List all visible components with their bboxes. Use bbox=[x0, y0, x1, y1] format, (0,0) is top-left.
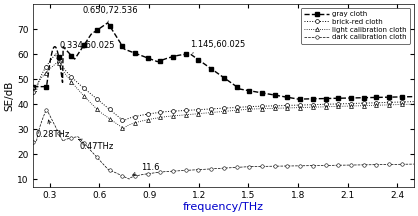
light calibration cloth bbox=[122, 128, 127, 130]
dark calibration cloth bbox=[319, 164, 324, 167]
Line: gray cloth: gray cloth bbox=[32, 21, 415, 101]
Line: light calibration cloth: light calibration cloth bbox=[31, 60, 416, 131]
gray cloth bbox=[296, 98, 301, 100]
brick-red cloth bbox=[122, 120, 127, 123]
dark calibration cloth bbox=[204, 168, 209, 170]
dark calibration cloth bbox=[286, 165, 291, 167]
gray cloth bbox=[285, 96, 291, 99]
Text: 0.47THz: 0.47THz bbox=[79, 139, 114, 151]
light calibration cloth bbox=[56, 60, 61, 63]
dark calibration cloth bbox=[411, 163, 416, 165]
light calibration cloth bbox=[411, 103, 416, 105]
gray cloth bbox=[98, 26, 103, 29]
dark calibration cloth bbox=[44, 108, 49, 111]
Text: 0.334,60.025: 0.334,60.025 bbox=[56, 41, 115, 54]
dark calibration cloth bbox=[127, 178, 132, 180]
dark calibration cloth bbox=[31, 140, 36, 143]
gray cloth bbox=[105, 22, 110, 24]
Text: 0.650,72.536: 0.650,72.536 bbox=[83, 6, 138, 23]
gray cloth bbox=[129, 51, 134, 53]
light calibration cloth bbox=[256, 108, 261, 110]
Y-axis label: SE/dB: SE/dB bbox=[4, 80, 14, 111]
gray cloth bbox=[31, 85, 36, 88]
gray cloth bbox=[204, 64, 209, 67]
light calibration cloth bbox=[31, 85, 36, 88]
brick-red cloth bbox=[411, 100, 416, 103]
brick-red cloth bbox=[31, 90, 36, 93]
brick-red cloth bbox=[53, 53, 58, 56]
Text: 0.28THz: 0.28THz bbox=[36, 120, 70, 139]
gray cloth bbox=[319, 97, 324, 100]
light calibration cloth bbox=[319, 106, 324, 108]
Legend: gray cloth, brick-red cloth, light calibration cloth, dark calibration cloth: gray cloth, brick-red cloth, light calib… bbox=[301, 8, 410, 44]
Text: 11.6: 11.6 bbox=[133, 163, 159, 175]
gray cloth bbox=[256, 91, 261, 94]
X-axis label: frequency/THz: frequency/THz bbox=[183, 202, 264, 212]
gray cloth bbox=[411, 95, 416, 98]
light calibration cloth bbox=[286, 107, 291, 109]
light calibration cloth bbox=[130, 122, 135, 125]
brick-red cloth bbox=[286, 104, 291, 107]
brick-red cloth bbox=[130, 116, 135, 119]
brick-red cloth bbox=[99, 101, 104, 104]
dark calibration cloth bbox=[130, 176, 135, 178]
Text: 1.145,60.025: 1.145,60.025 bbox=[191, 40, 246, 53]
brick-red cloth bbox=[319, 103, 324, 106]
light calibration cloth bbox=[204, 112, 209, 114]
dark calibration cloth bbox=[99, 161, 104, 163]
light calibration cloth bbox=[99, 112, 104, 114]
Line: dark calibration cloth: dark calibration cloth bbox=[32, 108, 415, 181]
dark calibration cloth bbox=[256, 165, 261, 168]
brick-red cloth bbox=[256, 105, 261, 108]
brick-red cloth bbox=[204, 108, 209, 110]
Line: brick-red cloth: brick-red cloth bbox=[31, 53, 416, 123]
